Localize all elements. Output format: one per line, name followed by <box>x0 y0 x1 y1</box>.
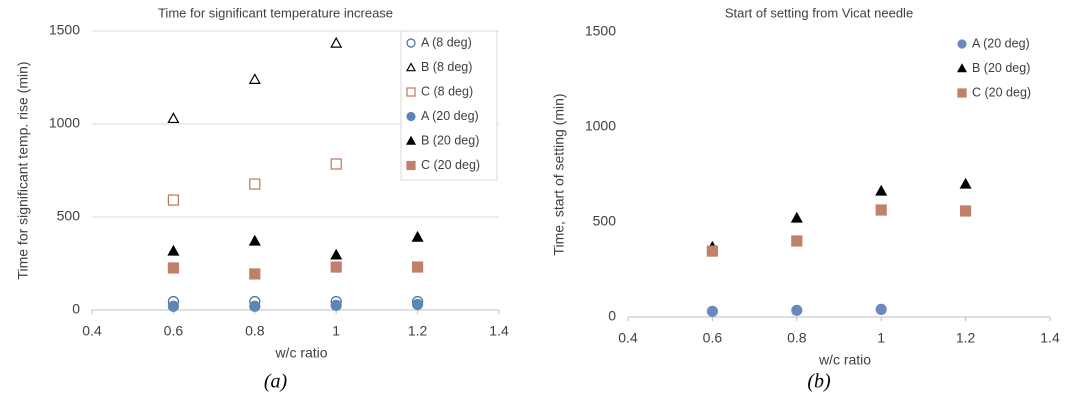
marker <box>791 235 803 247</box>
x-tick-label: 1.4 <box>1040 330 1060 346</box>
x-tick-label: 0.6 <box>164 323 184 339</box>
marker <box>249 178 261 190</box>
marker <box>875 184 888 196</box>
marker <box>330 299 342 311</box>
marker <box>167 262 179 274</box>
legend-marker <box>406 111 416 122</box>
marker <box>706 245 719 257</box>
legend-box <box>400 30 498 181</box>
x-tick-label: 1 <box>332 323 340 339</box>
legend-marker <box>956 63 968 73</box>
y-tick-label: 0 <box>608 308 616 324</box>
marker <box>411 230 424 242</box>
x-tick-label: 1 <box>877 330 885 346</box>
legend-label: A (20 deg) <box>421 109 479 123</box>
marker <box>875 303 887 315</box>
legend-marker <box>406 38 416 48</box>
marker <box>330 261 342 273</box>
marker <box>959 177 972 189</box>
y-tick-label: 0 <box>72 301 80 317</box>
legend-marker <box>406 87 416 97</box>
legend-marker <box>957 88 967 98</box>
legend-marker <box>957 39 967 49</box>
y-tick-label: 1500 <box>585 23 616 39</box>
y-tick-label: 1000 <box>49 115 80 131</box>
y-tick-label: 1000 <box>585 118 616 134</box>
x-tick-label: 0.8 <box>787 330 807 346</box>
marker <box>959 205 972 217</box>
y-tick-label: 500 <box>593 213 617 229</box>
legend-label: B (20 deg) <box>972 61 1030 75</box>
marker <box>167 194 179 206</box>
marker <box>330 158 342 170</box>
x-tick-label: 1.2 <box>956 330 976 346</box>
legend-label: C (8 deg) <box>421 84 473 98</box>
y-tick-label: 1500 <box>49 22 80 38</box>
marker <box>330 36 343 48</box>
legend-label: A (8 deg) <box>421 35 472 49</box>
legend-label: C (20 deg) <box>972 85 1031 99</box>
marker <box>248 234 261 246</box>
marker <box>875 204 887 216</box>
legend-label: B (8 deg) <box>421 60 472 74</box>
marker <box>412 261 424 273</box>
legend-label: A (20 deg) <box>972 36 1030 50</box>
x-tick-label: 0.8 <box>245 323 265 339</box>
x-axis-label: w/c ratio <box>818 352 871 368</box>
marker <box>706 305 719 317</box>
marker <box>249 300 261 312</box>
y-axis-label: Time, start of setting (min) <box>551 93 567 255</box>
caption: (b) <box>807 371 831 393</box>
legend-marker <box>405 62 417 72</box>
marker <box>412 298 424 311</box>
marker <box>330 248 343 260</box>
marker <box>248 73 261 84</box>
legend-label: B (20 deg) <box>421 133 479 147</box>
legend-label: C (20 deg) <box>421 158 480 172</box>
x-tick-label: 0.4 <box>82 323 102 339</box>
marker <box>167 300 179 312</box>
marker <box>790 211 803 223</box>
x-axis-label: w/c ratio <box>274 345 327 361</box>
x-tick-label: 0.6 <box>703 330 723 346</box>
x-tick-label: 0.4 <box>618 330 638 346</box>
x-tick-label: 1.2 <box>408 323 428 339</box>
x-tick-label: 1.4 <box>489 323 509 339</box>
legend-marker <box>405 135 417 145</box>
marker <box>791 304 803 316</box>
caption: (a) <box>264 371 288 393</box>
marker <box>167 112 180 124</box>
chart-title: Time for significant temperature increas… <box>158 5 393 20</box>
y-axis-label: Time for significant temp. rise (min) <box>15 61 31 279</box>
y-tick-label: 500 <box>57 208 81 224</box>
legend-marker <box>406 160 416 171</box>
marker <box>249 268 261 280</box>
marker <box>167 244 180 256</box>
chart-title: Start of setting from Vicat needle <box>725 5 913 20</box>
